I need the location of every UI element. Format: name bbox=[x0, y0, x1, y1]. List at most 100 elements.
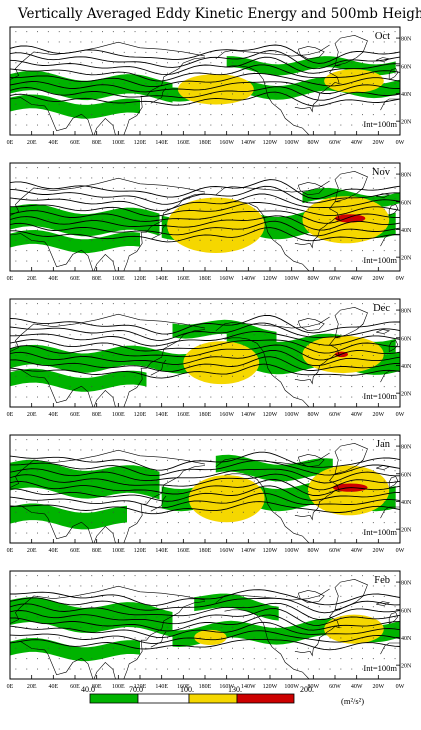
coastline bbox=[150, 631, 167, 648]
lon-tick-label: 40W bbox=[351, 276, 363, 282]
lon-tick-label: 120E bbox=[134, 276, 147, 282]
coastline bbox=[388, 204, 399, 216]
lon-tick-label: 120W bbox=[263, 412, 278, 418]
lon-tick-label: 20W bbox=[372, 412, 384, 418]
lon-tick-label: 60W bbox=[329, 684, 341, 690]
coastline bbox=[10, 585, 206, 624]
height-contour bbox=[10, 64, 400, 82]
colorbar-segment bbox=[236, 693, 295, 704]
map-panel: 20N 40N 60N 80N 0E 20E 40E 60E 80E 100E 120E 140E 16… bbox=[7, 26, 412, 146]
map-panel: 20N 40N 60N 80N 0E 20E 40E 60E 80E 100E 120E 140E 16… bbox=[7, 434, 412, 554]
height-contour bbox=[10, 639, 400, 651]
lon-tick-label: 180E bbox=[199, 412, 212, 418]
coastline bbox=[376, 193, 391, 198]
lon-tick-label: 140W bbox=[241, 684, 256, 690]
panel-fields bbox=[10, 575, 400, 679]
panel-fields bbox=[10, 303, 400, 407]
lon-tick-label: 60W bbox=[329, 548, 341, 554]
lat-tick-label: 60N bbox=[401, 472, 412, 478]
lon-tick-label: 160E bbox=[177, 684, 190, 690]
coastline bbox=[297, 590, 325, 604]
eke-green-band bbox=[10, 597, 173, 637]
lon-tick-label: 40W bbox=[351, 684, 363, 690]
coastline bbox=[294, 609, 341, 657]
eke-green-band bbox=[10, 368, 147, 392]
colorbar-units: (m²/s²) bbox=[341, 696, 364, 706]
lon-tick-label: 160W bbox=[219, 548, 234, 554]
contour-interval-label: Int=100m bbox=[363, 119, 397, 129]
lon-tick-label: 40W bbox=[351, 140, 363, 146]
coastline bbox=[380, 506, 400, 519]
coastline bbox=[224, 609, 310, 679]
colorbar-label: 100. bbox=[180, 685, 194, 694]
contour-interval-label: Int=100m bbox=[363, 663, 397, 673]
lat-tick-label: 60N bbox=[401, 200, 412, 206]
lon-tick-label: 140E bbox=[155, 412, 168, 418]
coastline bbox=[150, 495, 167, 512]
lon-tick-label: 40E bbox=[48, 548, 58, 554]
colorbar-segment bbox=[188, 693, 238, 704]
lon-tick-label: 160E bbox=[177, 140, 190, 146]
lon-tick-label: 20W bbox=[372, 276, 384, 282]
height-contour bbox=[10, 460, 400, 477]
coastline bbox=[294, 337, 341, 385]
lon-tick-label: 80E bbox=[92, 276, 102, 282]
coastline bbox=[334, 34, 368, 67]
panel-month-label: Oct bbox=[375, 31, 390, 42]
height-contour bbox=[10, 331, 400, 347]
lat-tick-label: 40N bbox=[401, 636, 412, 642]
lat-tick-label: 80N bbox=[401, 445, 412, 451]
height-contour bbox=[10, 608, 400, 626]
lon-tick-label: 140W bbox=[241, 276, 256, 282]
lon-tick-label: 0E bbox=[7, 684, 14, 690]
lon-tick-label: 80W bbox=[307, 548, 319, 554]
coastline bbox=[215, 316, 330, 332]
coastline bbox=[150, 223, 167, 240]
map-panel: 20N 40N 60N 80N 0E 20E 40E 60E 80E 100E 120E 140E 16… bbox=[7, 298, 412, 418]
lat-tick-label: 40N bbox=[401, 500, 412, 506]
contour-interval-label: Int=100m bbox=[363, 255, 397, 265]
coastline bbox=[297, 454, 325, 468]
coastline bbox=[224, 337, 310, 407]
panel-month-label: Feb bbox=[374, 575, 390, 586]
coastline bbox=[297, 318, 325, 332]
eke-yellow-region bbox=[324, 69, 384, 93]
colorbar-segment bbox=[89, 693, 139, 704]
lon-tick-label: 120W bbox=[263, 684, 278, 690]
coastline bbox=[224, 201, 310, 271]
height-contour bbox=[10, 589, 400, 606]
lon-tick-label: 160W bbox=[219, 140, 234, 146]
lon-tick-label: 140W bbox=[241, 548, 256, 554]
lat-tick-label: 80N bbox=[401, 581, 412, 587]
lon-tick-label: 20W bbox=[372, 684, 384, 690]
eke-yellow-region bbox=[194, 629, 227, 646]
lon-tick-label: 80E bbox=[92, 684, 102, 690]
lon-tick-label: 40E bbox=[48, 276, 58, 282]
height-contour bbox=[10, 468, 400, 484]
lon-tick-label: 160W bbox=[219, 684, 234, 690]
coastline bbox=[294, 201, 341, 249]
lat-tick-label: 20N bbox=[401, 392, 412, 398]
lon-tick-label: 0W bbox=[396, 684, 405, 690]
grid-dots bbox=[15, 439, 396, 534]
lon-tick-label: 80E bbox=[92, 412, 102, 418]
coastline bbox=[10, 177, 206, 216]
height-contour bbox=[10, 344, 400, 361]
coastline bbox=[334, 170, 368, 203]
coastline bbox=[10, 449, 206, 488]
height-contour bbox=[10, 179, 400, 199]
lat-tick-label: 40N bbox=[401, 228, 412, 234]
lon-tick-label: 100W bbox=[284, 684, 299, 690]
lon-tick-label: 0W bbox=[396, 276, 405, 282]
lon-tick-label: 140W bbox=[241, 412, 256, 418]
coastline bbox=[224, 65, 310, 135]
lon-tick-label: 60W bbox=[329, 140, 341, 146]
lon-tick-label: 60E bbox=[70, 412, 80, 418]
lon-tick-label: 180E bbox=[199, 548, 212, 554]
coastline bbox=[215, 588, 330, 604]
eke-red-region bbox=[335, 214, 366, 223]
lon-tick-label: 180E bbox=[199, 140, 212, 146]
lon-tick-label: 120E bbox=[134, 140, 147, 146]
coastline bbox=[294, 65, 341, 113]
coastline bbox=[334, 442, 368, 475]
